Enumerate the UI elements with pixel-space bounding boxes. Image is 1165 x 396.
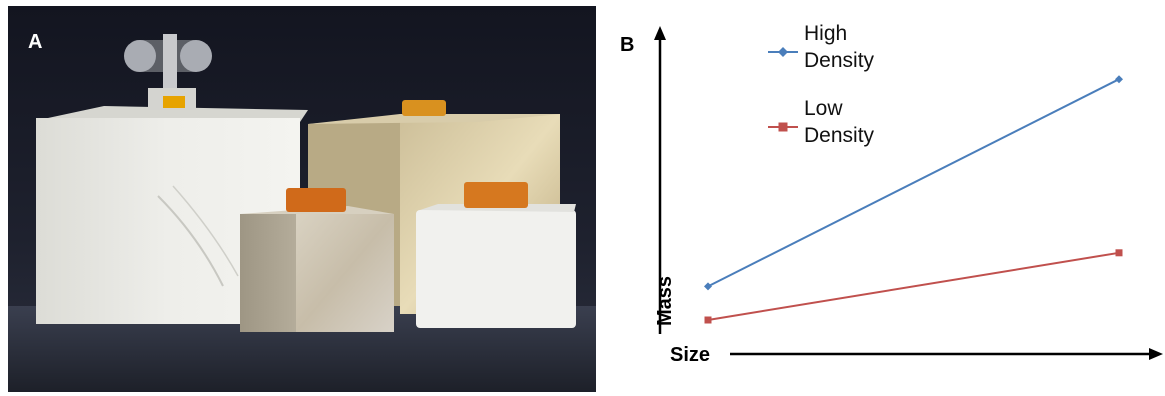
x-axis-label: Size (670, 344, 710, 366)
photo-panel: A (8, 6, 596, 392)
y-axis-label: Mass (654, 276, 676, 326)
x-axis-arrow (1149, 348, 1163, 360)
small-foam-block (416, 204, 576, 328)
legend-label-high-density: High (804, 22, 847, 45)
legend-label-low-density: Low (804, 97, 843, 120)
legend-label-low-density: Density (804, 124, 875, 147)
photo-of-blocks: A (8, 6, 596, 392)
orange-clip (402, 100, 446, 116)
legend-marker-low-density (778, 122, 788, 132)
panel-letter-b: B (620, 34, 634, 56)
y-axis-arrow (654, 26, 666, 40)
legend: High Density Low Density (768, 22, 875, 147)
series-line-high-density (707, 78, 1120, 288)
small-metal-block (240, 206, 394, 332)
data-point-low-density (1115, 249, 1123, 257)
orange-clip (286, 188, 346, 212)
orange-clip (464, 182, 528, 208)
data-point-high-density (1115, 75, 1123, 84)
series-layer (704, 75, 1123, 324)
series-line-low-density (707, 251, 1120, 321)
legend-marker-high-density (778, 47, 788, 57)
chart-panel: B Size Mass High Density Low Density (600, 0, 1165, 396)
data-point-low-density (704, 316, 712, 324)
data-point-high-density (704, 282, 712, 291)
legend-label-high-density: Density (804, 49, 875, 72)
line-chart: B Size Mass High Density Low Density (620, 22, 1163, 366)
panel-letter-a: A (28, 31, 42, 53)
mass-holder (124, 34, 212, 110)
